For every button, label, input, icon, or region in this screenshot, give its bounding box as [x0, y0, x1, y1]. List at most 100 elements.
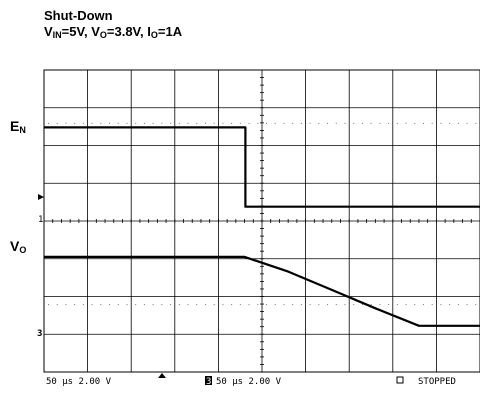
subgrid-dot — [117, 122, 119, 124]
subgrid-dot — [213, 122, 215, 124]
subgrid-dot — [82, 304, 84, 306]
subgrid-dot — [161, 304, 163, 306]
subgrid-dot — [292, 122, 294, 124]
subgrid-dot — [170, 304, 172, 306]
subgrid-dot — [248, 122, 250, 124]
subgrid-dot — [318, 122, 320, 124]
subgrid-dot — [204, 122, 206, 124]
subgrid-dot — [431, 122, 433, 124]
subgrid-dot — [196, 122, 198, 124]
subgrid-dot — [187, 122, 189, 124]
subgrid-dot — [222, 122, 224, 124]
grid — [43, 69, 480, 373]
subgrid-dot — [196, 304, 198, 306]
subgrid-dot — [109, 304, 111, 306]
subgrid-dot — [457, 122, 459, 124]
subgrid-dot — [187, 304, 189, 306]
subgrid-dot — [379, 304, 381, 306]
subgrid-dot — [414, 304, 416, 306]
subgrid-dot — [74, 304, 76, 306]
subgrid-dot — [161, 122, 163, 124]
subgrid-dot — [353, 122, 355, 124]
subgrid-dot — [344, 304, 346, 306]
en-signal-label: EN — [10, 118, 26, 135]
traces — [44, 126, 480, 327]
subgrid-dot — [239, 304, 241, 306]
subgrid-dot — [231, 304, 233, 306]
subgrid-dot — [396, 122, 398, 124]
test-conditions: VIN=5V, VO=3.8V, IO=1A — [44, 24, 182, 43]
subgrid-dot — [152, 122, 154, 124]
subgrid-dot — [466, 122, 468, 124]
subgrid-dot — [449, 304, 451, 306]
io-condition: IO=1A — [147, 24, 183, 40]
subgrid-dot — [143, 304, 145, 306]
acquisition-status-icon — [396, 376, 404, 384]
subgrid-dot — [135, 304, 137, 306]
subgrid-dot — [388, 304, 390, 306]
subgrid-dot — [283, 304, 285, 306]
subgrid-dot — [388, 122, 390, 124]
subgrid-dot — [335, 122, 337, 124]
subgrid-dot — [292, 304, 294, 306]
subgrid-dot — [457, 304, 459, 306]
subgrid-dot — [405, 304, 407, 306]
subgrid-dot — [91, 304, 93, 306]
subgrid-dot — [257, 304, 259, 306]
subgrid-dot — [56, 304, 58, 306]
trigger-position-arrow-icon — [158, 373, 166, 378]
subgrid-dot — [135, 122, 137, 124]
subgrid-dot — [126, 304, 128, 306]
subgrid-dot — [422, 122, 424, 124]
subgrid-dot — [248, 304, 250, 306]
subgrid-dot — [74, 122, 76, 124]
subgrid-dot — [422, 304, 424, 306]
subgrid-dot — [100, 122, 102, 124]
subgrid-dot — [361, 122, 363, 124]
subgrid-dot — [466, 304, 468, 306]
subgrid-dot — [309, 122, 311, 124]
subgrid-dot — [82, 122, 84, 124]
subgrid-dot — [274, 122, 276, 124]
subgrid-dot — [431, 304, 433, 306]
subgrid-dot — [353, 304, 355, 306]
acquisition-status: STOPPED — [418, 377, 456, 387]
subgrid-dot — [48, 304, 49, 306]
subgrid-dot — [327, 304, 329, 306]
subgrid-dot — [178, 122, 180, 124]
subgrid-dot — [405, 122, 407, 124]
subgrid-dot — [440, 304, 442, 306]
ch3-ground-marker: 3 — [37, 329, 42, 339]
subgrid-dot — [266, 122, 267, 124]
subgrid-dot — [100, 304, 102, 306]
subgrid-dot — [178, 304, 180, 306]
subgrid-dot — [361, 304, 363, 306]
subgrid-dot — [170, 122, 172, 124]
subgrid-dot — [475, 304, 477, 306]
trace-vo — [44, 255, 480, 327]
subgrid-dot — [56, 122, 58, 124]
subgrid-dot — [300, 304, 302, 306]
subgrid-dot — [335, 304, 337, 306]
subgrid-dot — [117, 304, 119, 306]
subgrid-dot — [231, 122, 233, 124]
subgrid-dot — [309, 304, 311, 306]
ch1-ground-marker: 1 — [38, 215, 43, 225]
subgrid-dot — [300, 122, 302, 124]
subgrid-dot — [152, 304, 154, 306]
chart-title: Shut-Down — [44, 8, 113, 23]
ch1-scale: 50 µs 2.00 V — [46, 377, 112, 387]
ch3-scale-icon-label: 3 — [206, 377, 211, 387]
subgrid-dot — [449, 122, 451, 124]
subgrid-dot — [379, 122, 381, 124]
subgrid-dot — [143, 122, 145, 124]
subgrid-dot — [370, 122, 372, 124]
subgrid-dot — [318, 304, 320, 306]
subgrid-dot — [414, 122, 416, 124]
subgrid-dot — [370, 304, 372, 306]
subgrid-dot — [65, 122, 67, 124]
subgrid-dot — [222, 304, 224, 306]
subgrid-dot — [440, 122, 442, 124]
